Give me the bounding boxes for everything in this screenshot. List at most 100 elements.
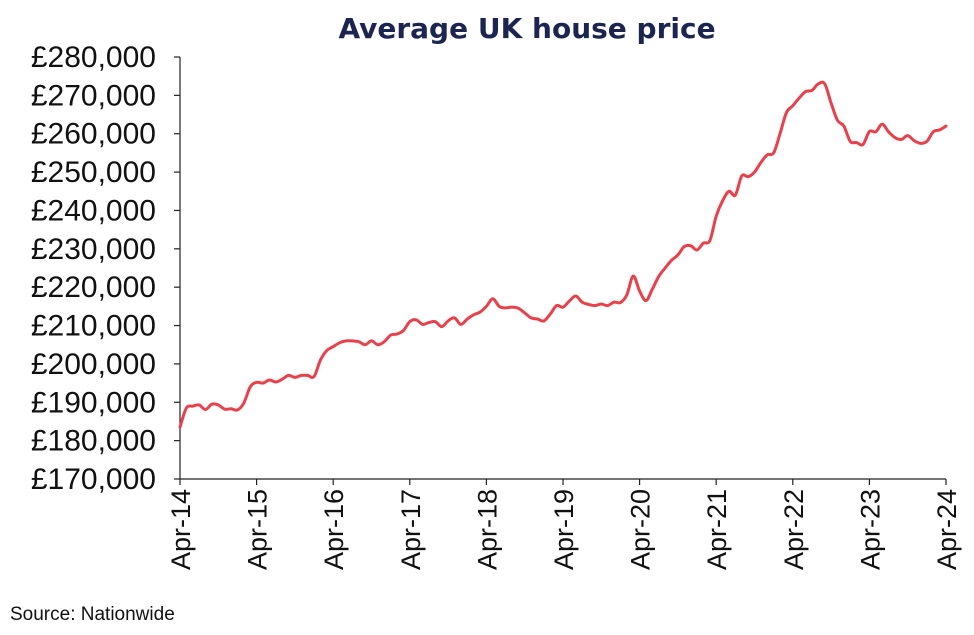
data-point <box>760 161 762 164</box>
y-tick-label: £230,000 <box>31 233 156 266</box>
series-line <box>178 80 948 429</box>
data-point <box>345 340 347 342</box>
data-point <box>664 267 666 269</box>
x-tick-label: Apr-24 <box>932 489 962 570</box>
data-point <box>626 294 628 296</box>
data-point <box>364 343 366 346</box>
data-point <box>300 374 303 377</box>
data-point <box>868 130 871 133</box>
data-point <box>504 307 507 309</box>
data-point <box>421 323 424 326</box>
data-point <box>402 329 405 332</box>
x-tick-label: Apr-14 <box>166 489 196 570</box>
data-point <box>357 340 360 343</box>
x-tick-label: Apr-22 <box>779 489 809 570</box>
data-point <box>932 131 935 133</box>
x-tick-label: Apr-19 <box>549 489 579 570</box>
data-point <box>594 304 596 307</box>
data-point <box>721 200 724 202</box>
data-point <box>383 340 386 343</box>
data-point <box>587 303 590 306</box>
data-point <box>772 152 775 154</box>
data-point <box>549 313 552 315</box>
y-tick-label: £190,000 <box>31 386 156 419</box>
data-point <box>581 301 583 303</box>
data-point <box>332 345 335 348</box>
data-point <box>204 408 207 411</box>
data-point <box>938 129 941 131</box>
data-point <box>894 136 896 139</box>
data-point <box>268 379 271 381</box>
data-point <box>811 89 813 92</box>
data-point <box>217 404 220 406</box>
y-axis-ticks: £170,000 £180,000 £190,000 £200,000 £210,000… <box>31 41 180 496</box>
data-point <box>849 140 852 143</box>
data-point <box>683 245 686 248</box>
data-point <box>696 249 698 251</box>
y-tick-label: £260,000 <box>31 118 156 151</box>
data-point <box>370 340 373 342</box>
data-point <box>434 320 437 323</box>
data-point <box>804 90 807 93</box>
data-point <box>945 125 947 127</box>
y-tick-label: £180,000 <box>31 425 156 458</box>
data-point <box>677 254 679 256</box>
data-point <box>613 301 615 303</box>
data-point <box>281 378 283 381</box>
data-point <box>319 359 322 361</box>
data-point <box>243 402 245 404</box>
data-point <box>606 304 609 307</box>
data-point <box>491 297 494 300</box>
source-note: Source: Nationwide <box>10 604 175 625</box>
x-tick-label: Apr-15 <box>243 489 273 570</box>
series-points <box>179 83 947 429</box>
data-point <box>185 407 188 409</box>
data-point <box>702 242 705 244</box>
data-point <box>638 290 641 292</box>
data-point <box>313 375 315 378</box>
x-tick-label: Apr-16 <box>319 489 349 570</box>
data-point <box>179 426 181 429</box>
data-point <box>881 123 883 125</box>
data-point <box>198 404 200 406</box>
data-point <box>670 259 673 262</box>
x-tick-label: Apr-23 <box>855 489 885 570</box>
data-point <box>715 215 717 218</box>
data-point <box>306 374 309 377</box>
data-point <box>734 194 737 196</box>
data-point <box>919 142 922 145</box>
x-axis-ticks: Apr-14 Apr-15 Apr-16 Apr-17 Apr-18 Apr-19 Apr-… <box>166 479 962 570</box>
data-point <box>798 97 800 99</box>
y-tick-label: £170,000 <box>31 463 156 496</box>
data-point <box>479 311 481 313</box>
data-point <box>728 190 730 193</box>
data-point <box>830 102 832 104</box>
data-point <box>523 312 526 314</box>
data-point <box>262 382 264 384</box>
x-tick-label: Apr-20 <box>626 489 656 570</box>
data-point <box>836 119 839 122</box>
data-point <box>326 349 328 352</box>
data-point <box>453 317 456 319</box>
data-point <box>926 140 928 143</box>
data-point <box>555 304 558 307</box>
data-point <box>377 343 379 346</box>
data-point <box>900 138 903 141</box>
data-point <box>415 318 417 321</box>
data-point <box>236 409 239 411</box>
data-point <box>396 333 398 335</box>
data-point <box>466 318 469 320</box>
data-point <box>428 321 430 324</box>
data-point <box>230 407 232 410</box>
data-point <box>568 300 571 302</box>
data-point <box>747 175 749 178</box>
data-point <box>823 83 826 85</box>
x-tick-label: Apr-21 <box>702 489 732 570</box>
data-point <box>785 111 788 114</box>
data-point <box>740 175 743 177</box>
data-point <box>792 104 794 107</box>
data-point <box>274 381 277 383</box>
data-point <box>619 301 622 304</box>
chart-title: Average UK house price <box>338 12 715 45</box>
